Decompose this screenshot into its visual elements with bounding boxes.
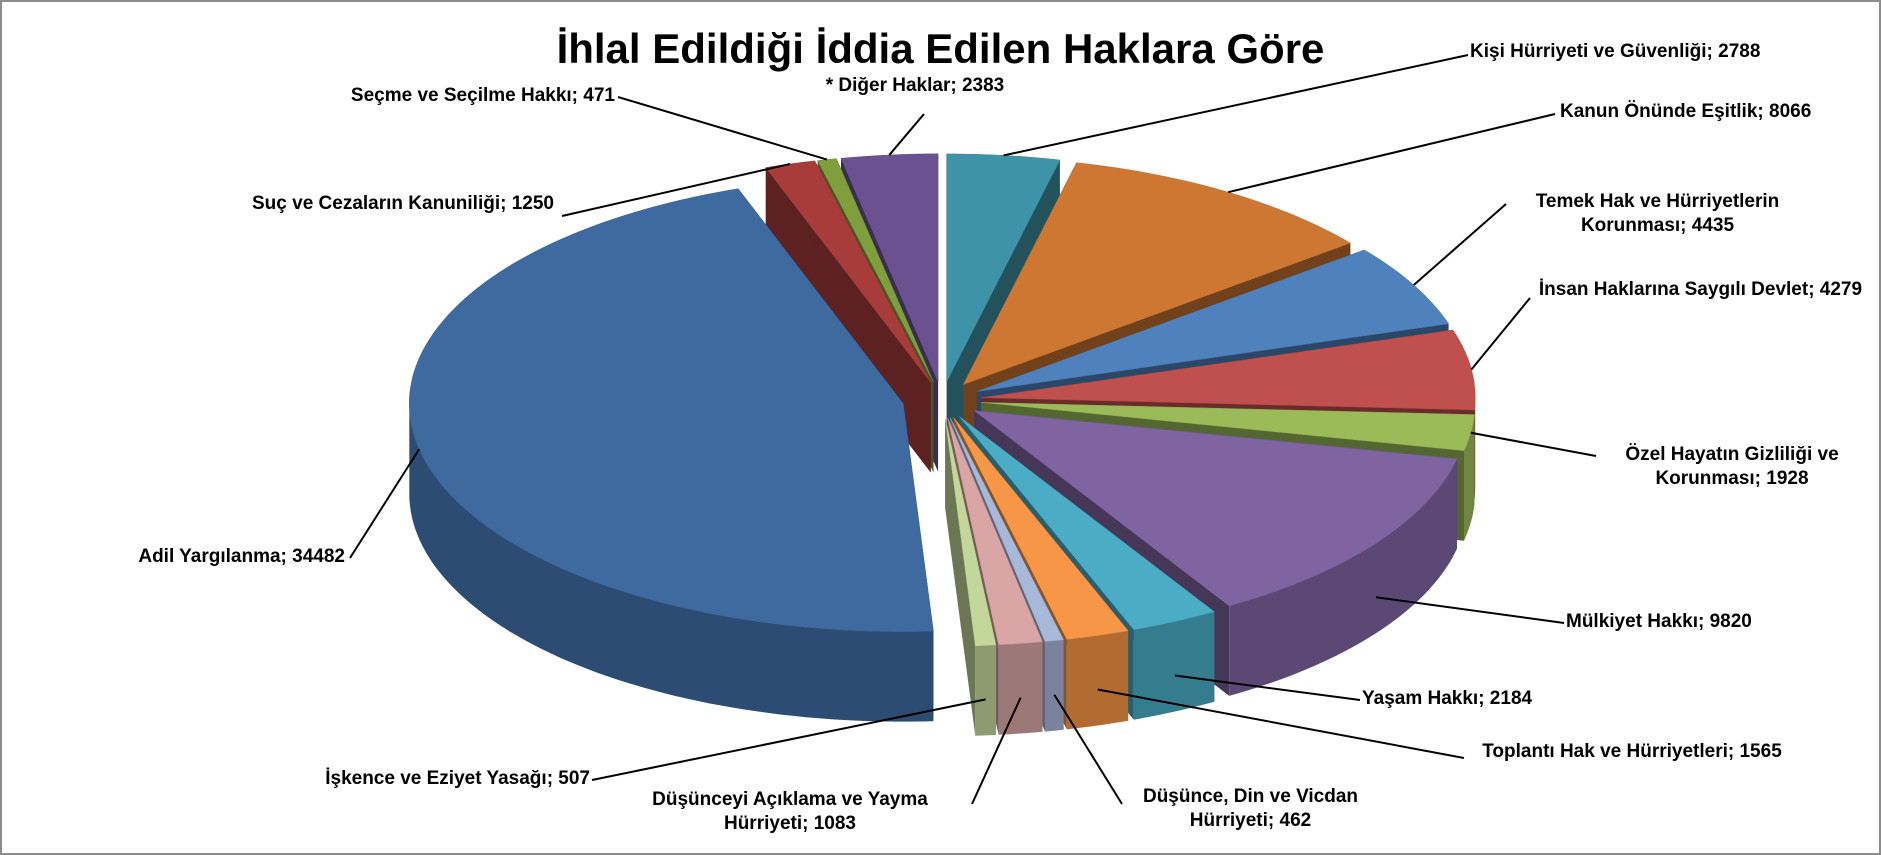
- slice-top: [973, 410, 1458, 607]
- leader-line: [1003, 54, 1469, 157]
- data-label: Suç ve Cezaların Kanuniliği; 1250: [252, 193, 554, 214]
- data-label: Mülkiyet Hakkı; 9820: [1566, 611, 1752, 632]
- slice-top: [976, 249, 1450, 392]
- slice-top: [959, 416, 1215, 630]
- leader-line: [1227, 113, 1556, 194]
- slice-top: [947, 417, 1043, 646]
- slice-wall: [1133, 611, 1215, 720]
- data-label: Kanun Önünde Eşitlik; 8066: [1560, 101, 1812, 122]
- leader-line: [1470, 297, 1531, 371]
- slice-top: [840, 153, 939, 382]
- slice-top: [950, 417, 1064, 642]
- data-label: Toplantı Hak ve Hürriyetleri; 1565: [1482, 741, 1782, 762]
- leader-line: [1053, 694, 1123, 805]
- slice-wall: [1045, 639, 1064, 732]
- data-label: Temek Hak ve Hürriyetlerin Korunması; 44…: [1535, 191, 1780, 236]
- leader-line: [1470, 431, 1597, 457]
- slice-wall: [1464, 414, 1475, 541]
- data-label: Düşünceyi Açıklama ve Yayma Hürriyeti; 1…: [652, 789, 928, 834]
- data-label: Kişi Hürriyeti ve Güvenliği; 2788: [1470, 41, 1761, 62]
- leader-line: [1097, 688, 1465, 759]
- slice-top: [817, 158, 934, 383]
- data-label: * Diğer Haklar; 2383: [825, 75, 1005, 96]
- slice-top: [765, 160, 931, 383]
- leader-line: [349, 448, 421, 559]
- slice-wall: [975, 645, 996, 736]
- data-label: Seçme ve Seçilme Hakkı; 471: [350, 85, 615, 106]
- chart-title: İhlal Edildiği İddia Edilen Haklara Göre: [556, 25, 1325, 72]
- leader-line: [971, 697, 1022, 805]
- slice-top: [953, 417, 1129, 640]
- slice-wall: [1474, 397, 1476, 500]
- slice-wall: [409, 403, 934, 722]
- slice-top: [409, 188, 934, 632]
- data-label: İşkence ve Eziyet Yasağı; 507: [325, 768, 590, 789]
- leader-line: [617, 96, 828, 161]
- slice-side: [945, 418, 976, 736]
- leader-line: [561, 162, 791, 217]
- data-label: İnsan Haklarına Saygılı Devlet; 4279: [1538, 279, 1863, 300]
- leader-line: [1375, 596, 1565, 624]
- slice-wall: [1066, 630, 1129, 730]
- leader-line: [591, 698, 986, 781]
- slice-top: [944, 418, 997, 647]
- data-label: Düşünce, Din ve Vicdan Hürriyeti; 462: [1142, 786, 1359, 831]
- slice-top: [981, 402, 1475, 451]
- leader-line: [1174, 674, 1361, 701]
- data-label: Özel Hayatın Gizliliği ve Korunması; 192…: [1625, 444, 1839, 489]
- pie-slice: [409, 188, 934, 722]
- data-label: Yaşam Hakkı; 2184: [1362, 688, 1533, 709]
- slice-wall: [1229, 458, 1457, 696]
- leader-line: [1413, 203, 1507, 286]
- leader-line: [888, 113, 925, 156]
- data-label: Adil Yargılanma; 34482: [138, 546, 345, 567]
- pie-slice: [944, 418, 997, 736]
- slice-top: [981, 329, 1476, 411]
- slice-wall: [998, 641, 1043, 735]
